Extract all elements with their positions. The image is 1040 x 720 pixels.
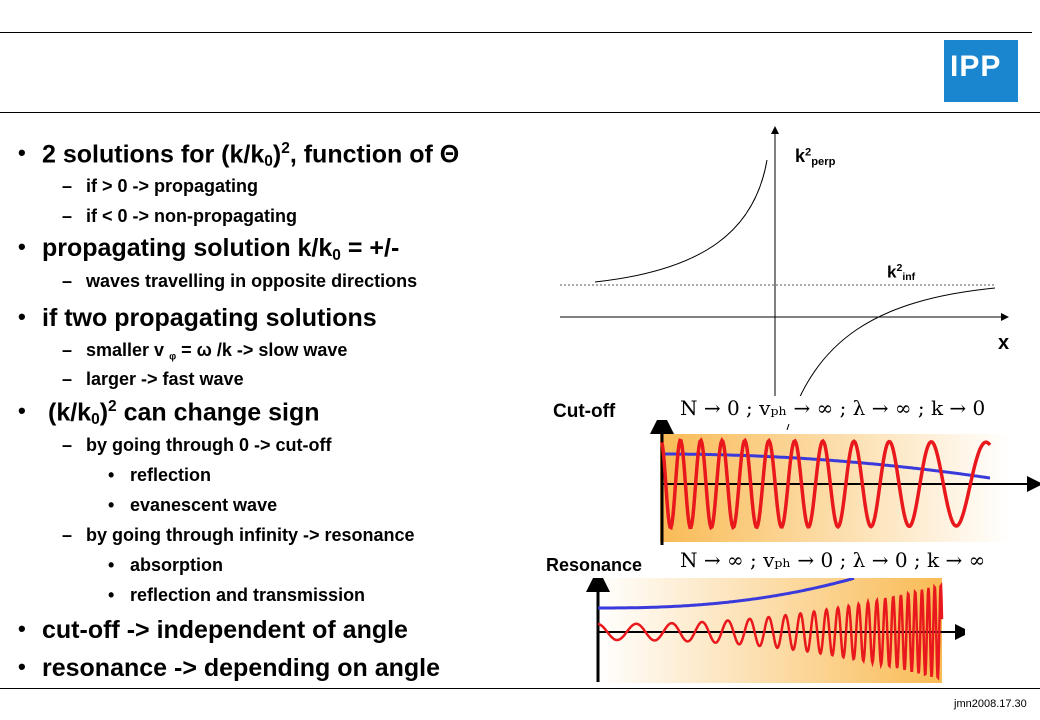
left-branch-curve: [594, 159, 768, 283]
footer-id: jmn2008.17.30: [954, 698, 1027, 710]
k2perp-label: k2perp: [795, 146, 836, 168]
cutoff-wave-curve: [660, 436, 992, 531]
resonance-wave-curve: [597, 582, 944, 681]
resonance-formula: N → ∞ ; vₚₕ → 0 ; λ → 0 ; k → ∞: [680, 548, 1020, 576]
k2inf-label: k2inf: [887, 262, 916, 283]
resonance-envelope-curve: [598, 578, 855, 610]
cutoff-wave-plot: [650, 420, 1040, 545]
x-axis-label: x: [998, 332, 1010, 354]
resonance-wave-plot: [586, 578, 965, 683]
cutoff-label: Cut-off: [553, 401, 616, 422]
footer-rule: [0, 688, 1040, 689]
ipp-logo: IPP: [944, 40, 1018, 102]
top-rule: [0, 32, 1032, 33]
logo-text: IPP: [950, 50, 1002, 83]
cutoff-formula: N → 0 ; vₚₕ → ∞ ; λ → ∞ ; k → 0: [680, 396, 1020, 424]
resonance-label: Resonance: [546, 555, 643, 575]
dispersion-graph: [560, 126, 1009, 430]
header-rule: [0, 112, 1040, 113]
